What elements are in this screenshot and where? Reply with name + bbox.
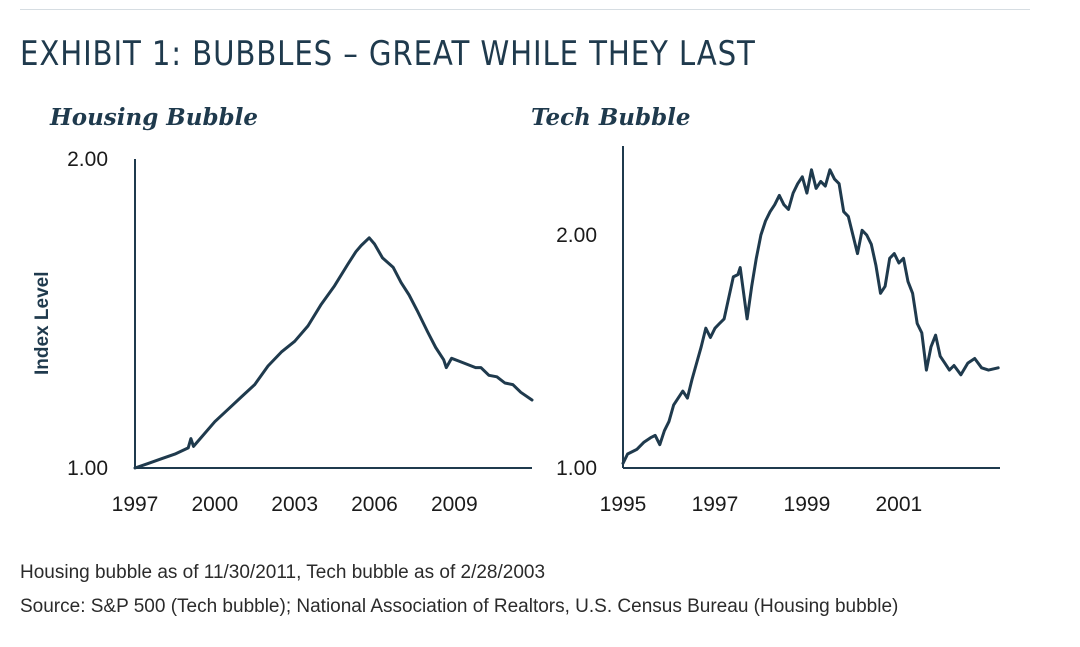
tech-x-tick-label: 1999 xyxy=(784,493,831,516)
tech-x-tick-label: 2001 xyxy=(875,493,922,516)
tech-chart-title: Tech Bubble xyxy=(531,104,691,131)
housing-series-line xyxy=(133,236,534,470)
footnote-as-of: Housing bubble as of 11/30/2011, Tech bu… xyxy=(20,562,546,583)
footnote-source: Source: S&P 500 (Tech bubble); National … xyxy=(20,596,899,617)
top-divider xyxy=(20,9,1030,10)
housing-x-tick-label: 2009 xyxy=(431,493,478,516)
housing-chart: 1.00 2.00 1997 2000 2003 2006 2009 xyxy=(67,148,534,516)
tech-chart: 1.00 2.00 1995 1997 1999 2001 xyxy=(556,146,1000,516)
housing-x-tick-label: 2006 xyxy=(351,493,398,516)
tech-y-tick-label: 2.00 xyxy=(556,224,597,247)
housing-x-tick-label: 1997 xyxy=(112,493,159,516)
tech-x-tick-label: 1995 xyxy=(600,493,647,516)
housing-x-tick-label: 2003 xyxy=(271,493,318,516)
exhibit-title: EXHIBIT 1: BUBBLES – GREAT WHILE THEY LA… xyxy=(20,34,756,74)
housing-y-tick-label: 1.00 xyxy=(67,457,108,480)
tech-series-line xyxy=(621,168,1000,465)
housing-x-tick-label: 2000 xyxy=(191,493,238,516)
tech-y-tick-label: 1.00 xyxy=(556,457,597,480)
housing-chart-title: Housing Bubble xyxy=(50,104,258,131)
housing-y-tick-label: 2.00 xyxy=(67,148,108,171)
tech-x-tick-label: 1997 xyxy=(692,493,739,516)
